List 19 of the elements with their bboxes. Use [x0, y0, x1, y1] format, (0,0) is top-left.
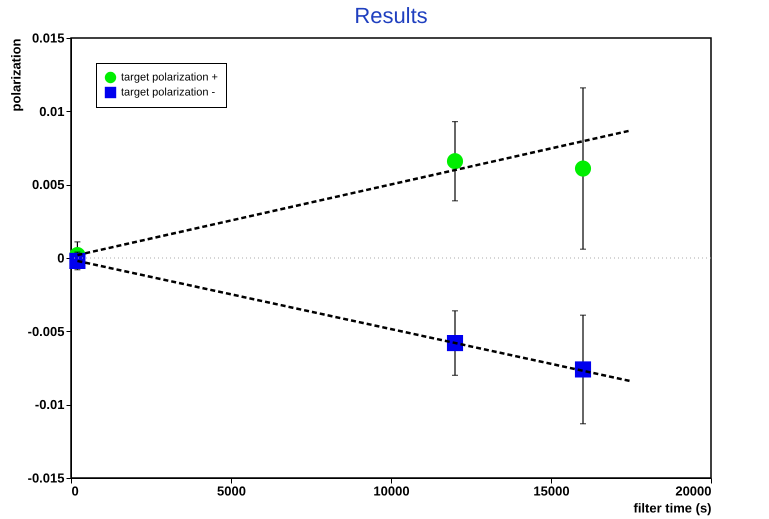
chart-title: Results	[354, 3, 428, 28]
x-tick-label: 10000	[373, 484, 410, 498]
y-tick-label: -0.005	[28, 324, 64, 339]
x-axis-title: filter time (s)	[633, 500, 712, 516]
y-tick-label: -0.01	[34, 397, 64, 412]
point	[446, 153, 464, 170]
x-tick-label: 0	[72, 484, 79, 498]
y-tick-label: 0.005	[32, 177, 64, 192]
x-tick-label: 15000	[533, 484, 570, 498]
x-tick-label: 20000	[675, 484, 712, 498]
y-tick-label: 0.015	[32, 30, 64, 46]
point	[574, 160, 592, 177]
y-tick-label: -0.015	[28, 470, 64, 486]
legend-label: target polarization +	[121, 72, 218, 84]
y-tick-label: 0	[57, 250, 64, 266]
y-axis-title: polarization	[8, 38, 24, 112]
y-tick-label: 0.01	[39, 104, 64, 119]
legend-label: target polarization -	[121, 86, 216, 98]
x-tick-label: 5000	[217, 484, 246, 498]
